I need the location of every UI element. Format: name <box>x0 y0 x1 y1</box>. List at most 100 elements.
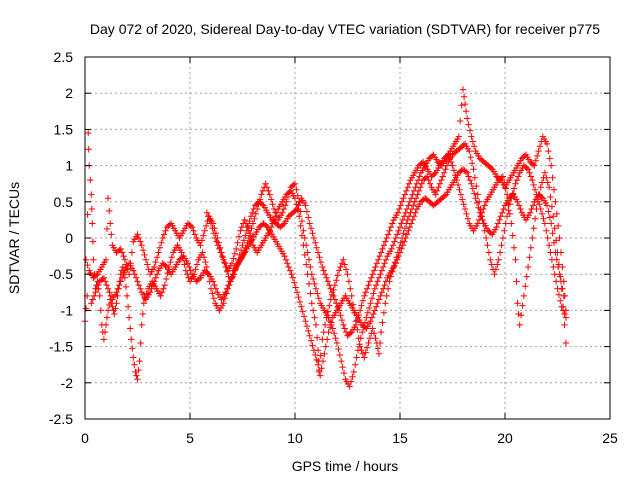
data-point <box>319 336 326 343</box>
data-point <box>185 274 192 281</box>
data-point <box>392 234 399 242</box>
data-point <box>543 202 551 209</box>
data-point <box>529 161 537 168</box>
data-point <box>258 201 266 208</box>
data-point <box>121 256 129 263</box>
data-point <box>138 242 145 249</box>
data-point <box>404 184 411 191</box>
data-point <box>286 267 294 274</box>
data-point <box>205 213 212 220</box>
data-point <box>337 263 344 271</box>
data-point <box>162 262 169 269</box>
data-point <box>92 289 99 296</box>
data-point <box>138 321 145 329</box>
data-point <box>349 301 357 308</box>
data-point <box>554 285 561 292</box>
x-axis-label: GPS time / hours <box>292 458 399 474</box>
data-point <box>298 303 305 310</box>
data-point <box>548 220 555 227</box>
data-point <box>198 237 206 244</box>
data-point <box>550 239 558 246</box>
data-point <box>158 289 166 296</box>
data-point <box>530 225 537 232</box>
data-point <box>238 223 245 231</box>
data-point <box>88 205 95 213</box>
data-point <box>514 300 521 307</box>
data-point <box>244 223 251 231</box>
data-point <box>498 174 505 181</box>
data-point <box>311 314 318 321</box>
data-point <box>462 108 470 115</box>
y-tick-label: -0.5 <box>49 266 73 282</box>
data-point <box>470 166 477 173</box>
data-point <box>538 193 545 201</box>
data-point <box>221 260 229 267</box>
data-point <box>248 237 255 244</box>
data-point <box>378 267 385 274</box>
data-point <box>471 143 478 150</box>
data-point <box>300 313 308 320</box>
data-point <box>478 213 486 220</box>
data-point <box>140 300 147 307</box>
data-point <box>326 318 334 325</box>
data-point <box>395 227 402 234</box>
data-point <box>543 174 550 181</box>
data-point <box>534 196 542 203</box>
data-point <box>524 263 532 271</box>
data-point <box>210 230 217 237</box>
y-tick-label: -2 <box>61 375 74 391</box>
data-point <box>309 342 316 349</box>
data-point <box>306 220 313 227</box>
data-point <box>321 271 329 278</box>
data-point <box>455 133 462 140</box>
data-point <box>152 258 159 266</box>
data-point <box>466 176 474 184</box>
data-point <box>460 93 468 100</box>
data-point <box>361 324 369 331</box>
data-point <box>214 242 222 249</box>
data-point <box>102 321 110 329</box>
data-point <box>373 303 380 310</box>
data-point <box>309 230 316 237</box>
data-point <box>262 180 269 187</box>
data-point <box>361 354 368 361</box>
data-point <box>167 258 174 266</box>
data-point <box>389 242 397 249</box>
data-point <box>412 195 420 202</box>
data-point <box>561 310 568 318</box>
data-point <box>295 293 302 301</box>
data-point <box>515 202 523 209</box>
data-point <box>356 343 364 350</box>
data-point <box>397 239 404 246</box>
data-point <box>401 238 408 245</box>
y-tick-label: -2.5 <box>49 411 73 427</box>
data-point <box>359 328 366 336</box>
data-point <box>331 281 339 289</box>
data-point <box>102 256 110 263</box>
data-point <box>387 223 395 231</box>
data-point <box>130 267 137 274</box>
data-point <box>426 180 434 187</box>
data-point <box>370 267 378 274</box>
data-point <box>116 281 123 289</box>
data-point <box>437 161 444 168</box>
data-point <box>523 273 530 280</box>
data-point <box>493 223 500 231</box>
data-point <box>119 263 126 271</box>
data-point <box>108 231 115 238</box>
data-point <box>380 242 388 249</box>
data-point <box>380 309 388 316</box>
data-point <box>134 231 141 238</box>
data-point <box>549 230 556 237</box>
data-point <box>519 302 526 309</box>
data-point <box>537 205 544 213</box>
data-point <box>282 256 290 263</box>
data-point <box>213 238 220 245</box>
data-point <box>286 188 293 196</box>
data-point <box>466 127 474 134</box>
data-point <box>291 279 298 286</box>
data-point <box>282 202 289 209</box>
data-point <box>103 225 111 233</box>
data-point <box>153 271 161 278</box>
data-point <box>314 249 322 256</box>
